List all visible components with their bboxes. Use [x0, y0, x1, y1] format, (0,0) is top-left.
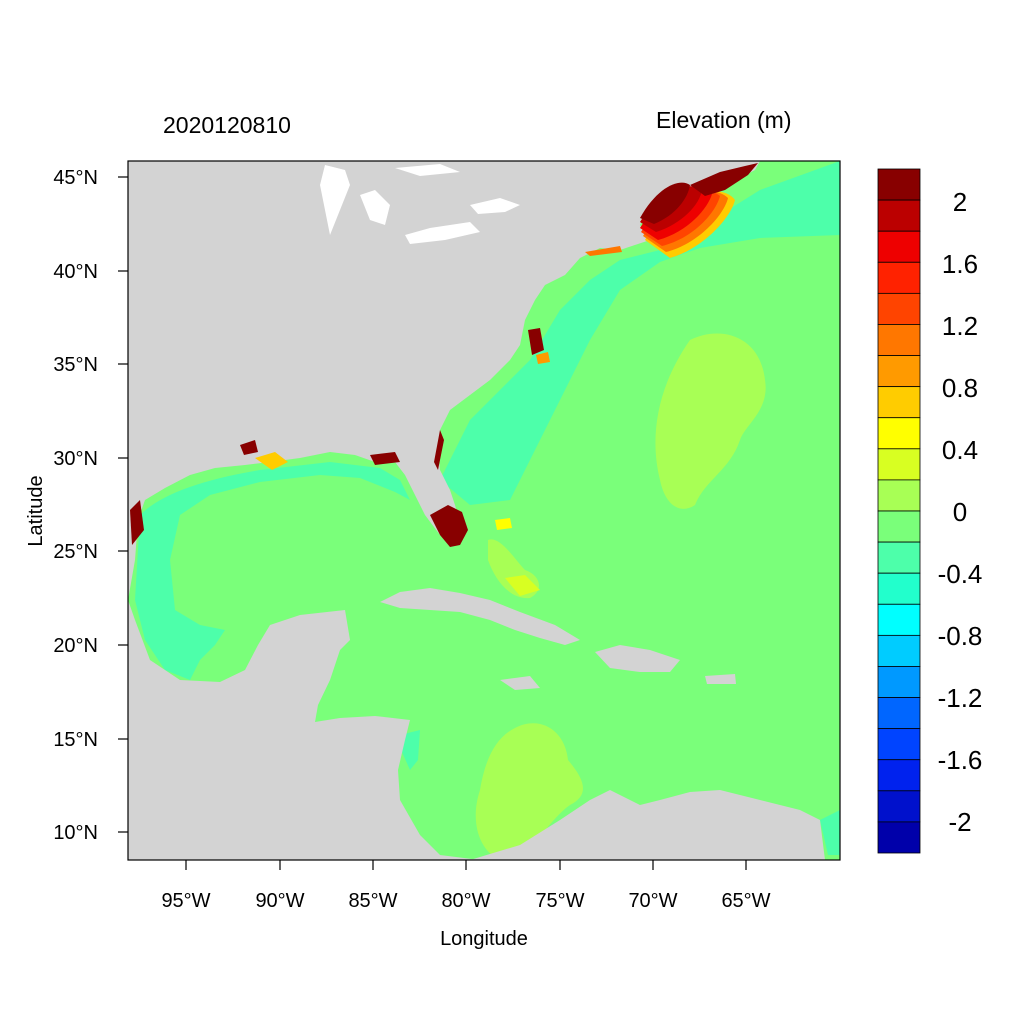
colorbar-label: 1.6 [942, 249, 978, 279]
map-area [128, 161, 840, 860]
colorbar [877, 168, 921, 854]
colorbar-segment [877, 292, 921, 325]
gulf-shelf-negative [135, 462, 410, 680]
colorbar-segment [877, 479, 921, 512]
colorbar-label: -0.4 [938, 559, 983, 589]
colorbar-label: 0.4 [942, 435, 978, 465]
long-island-surge [585, 246, 622, 256]
colorbar-segment [877, 790, 921, 823]
lon-tick-label: 95°W [161, 890, 210, 912]
sargasso-positive [655, 333, 766, 509]
land [128, 161, 825, 860]
lon-tick-label: 65°W [721, 890, 770, 912]
y-axis-label: Latitude [25, 475, 47, 546]
colorbar-label: 1.2 [942, 311, 978, 341]
antilles-negative [820, 810, 840, 855]
colorbar-segment [877, 697, 921, 730]
lon-tick-label: 70°W [628, 890, 677, 912]
colorbar-segment [877, 541, 921, 574]
colorbar-segment [877, 634, 921, 667]
colorbar-label: 0.8 [942, 373, 978, 403]
colorbar-segment [877, 728, 921, 761]
lat-tick-label: 10°N [53, 822, 98, 844]
colorbar-segment [877, 603, 921, 636]
colorbar-label: 0 [953, 497, 967, 527]
colorbar-label: -2 [948, 807, 971, 837]
lon-tick-label: 80°W [441, 890, 490, 912]
colorbar-labels: 2 1.6 1.2 0.8 0.4 0 -0.4 -0.8 -1.2 -1.6 … [938, 187, 983, 837]
date-title: 2020120810 [163, 112, 291, 138]
colorbar-segment [877, 572, 921, 605]
lat-tick-labels: 45°N 40°N 35°N 30°N 25°N 20°N 15°N 10°N [53, 167, 98, 844]
lat-tick-label: 25°N [53, 541, 98, 563]
lon-ticks [185, 860, 747, 870]
colorbar-segment [877, 261, 921, 294]
louisiana-surge-2 [240, 440, 258, 455]
great-lakes [320, 164, 520, 244]
colorbar-segment [877, 230, 921, 263]
x-axis-label: Longitude [440, 928, 528, 950]
colorbar-segment [877, 199, 921, 232]
lon-tick-label: 75°W [535, 890, 584, 912]
colorbar-label: 2 [953, 187, 967, 217]
caribbean-positive [475, 723, 583, 860]
variable-title: Elevation (m) [656, 107, 792, 133]
lat-tick-label: 35°N [53, 354, 98, 376]
texas-coast-surge [130, 500, 144, 545]
colorbar-segment [877, 510, 921, 543]
colorbar-segment [877, 324, 921, 356]
bigbend-surge [370, 452, 400, 465]
pamlico-surge [528, 328, 544, 355]
colorbar-label: -1.2 [938, 683, 983, 713]
atlantic-shelf-negative [440, 161, 840, 505]
lat-tick-label: 15°N [53, 729, 98, 751]
pamlico-surge-2 [536, 352, 550, 364]
louisiana-surge [255, 452, 288, 470]
bahamas-surge-2 [495, 518, 512, 530]
lon-tick-label: 85°W [348, 890, 397, 912]
colorbar-segment [877, 417, 921, 450]
colorbar-segment [877, 168, 921, 201]
lat-tick-label: 40°N [53, 261, 98, 283]
plot-frame [127, 160, 841, 861]
colorbar-segment [877, 666, 921, 698]
colorbar-segment [877, 355, 921, 388]
colorbar-segment [877, 759, 921, 792]
bahamas-surge [505, 575, 540, 596]
colorbar-label: -0.8 [938, 621, 983, 651]
colorbar-segment [877, 448, 921, 481]
colorbar-segment [877, 821, 921, 854]
gulf-of-maine-surge [640, 163, 758, 258]
lon-tick-label: 90°W [255, 890, 304, 912]
lat-tick-label: 20°N [53, 635, 98, 657]
florida-east-coast [434, 430, 444, 470]
lon-tick-labels: 95°W 90°W 85°W 80°W 75°W 70°W 65°W [161, 890, 770, 912]
florida-surge [430, 505, 468, 547]
colorbar-segment [877, 386, 921, 419]
colorbar-label: -1.6 [938, 745, 983, 775]
lat-tick-label: 30°N [53, 448, 98, 470]
lat-tick-label: 45°N [53, 167, 98, 189]
lat-ticks [118, 176, 128, 833]
